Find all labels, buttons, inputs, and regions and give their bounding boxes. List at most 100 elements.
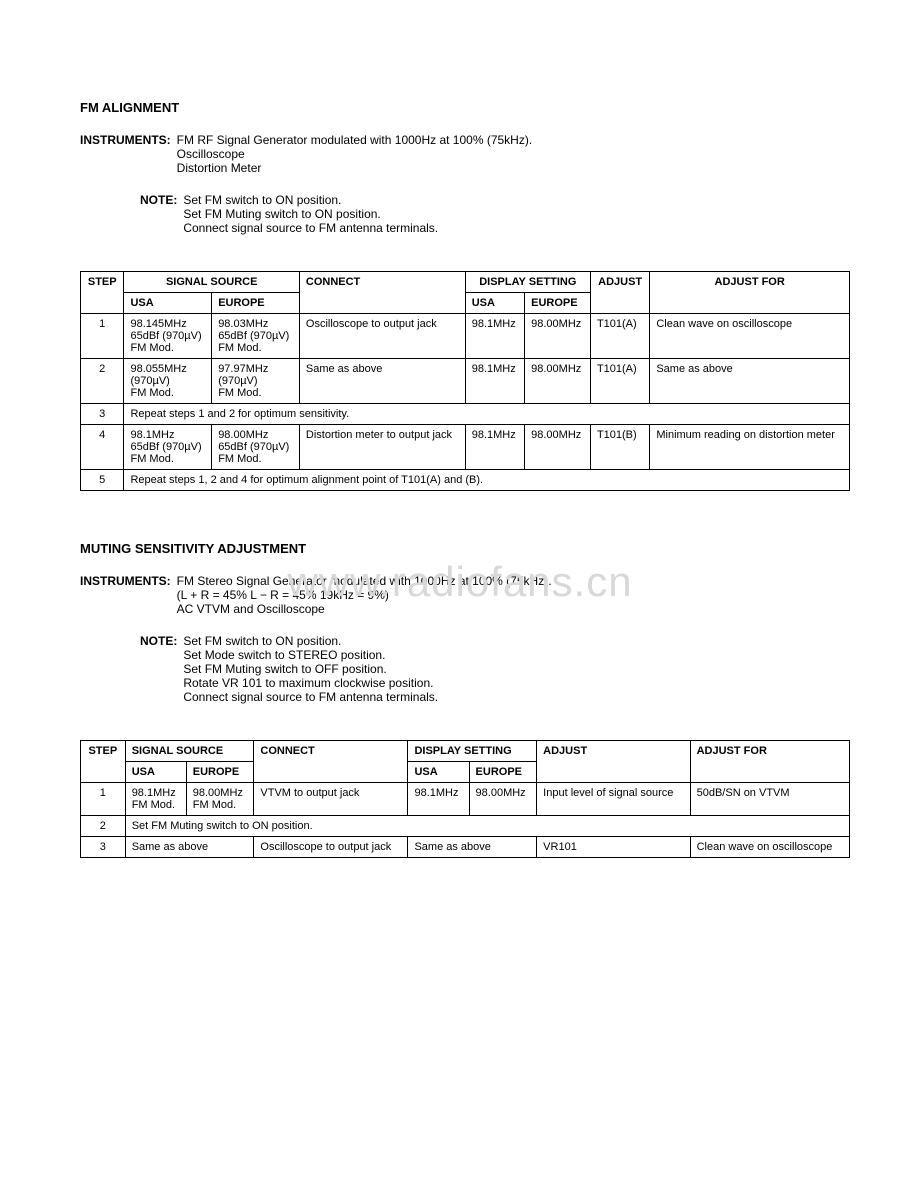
section2-title: MUTING SENSITIVITY ADJUSTMENT [80,541,850,556]
th-signal-source: SIGNAL SOURCE [125,741,254,762]
cell-step: 5 [81,470,124,491]
cell-step: 1 [81,314,124,359]
cell-usa: 98.1MHz65dBf (970µV)FM Mod. [124,425,212,470]
th-adjust: ADJUST [537,741,690,783]
section1-table: STEP SIGNAL SOURCE CONNECT DISPLAY SETTI… [80,271,850,491]
th-step: STEP [81,272,124,314]
th-connect: CONNECT [254,741,408,783]
table-header-row: STEP SIGNAL SOURCE CONNECT DISPLAY SETTI… [81,272,850,293]
cell-disp-span: Same as above [408,837,537,858]
cell-disp-eu: 98.00MHz [469,783,537,816]
cell-connect: Same as above [299,359,465,404]
table-row: 5 Repeat steps 1, 2 and 4 for optimum al… [81,470,850,491]
th-disp-europe: EUROPE [469,762,537,783]
cell-connect: Distortion meter to output jack [299,425,465,470]
cell-connect: VTVM to output jack [254,783,408,816]
cell-adjust: T101(B) [590,425,649,470]
instruments-label: INSTRUMENTS: [80,574,171,616]
table-row: 1 98.1MHzFM Mod. 98.00MHzFM Mod. VTVM to… [81,783,850,816]
instrument-line: FM RF Signal Generator modulated with 10… [177,133,533,147]
note-line: Connect signal source to FM antenna term… [183,690,438,704]
note-label: NOTE: [140,634,177,704]
cell-adjust-for: Same as above [650,359,850,404]
cell-adjust-for: 50dB/SN on VTVM [690,783,849,816]
cell-step: 4 [81,425,124,470]
table-row: 3 Same as above Oscilloscope to output j… [81,837,850,858]
cell-adjust: T101(A) [590,359,649,404]
section1-instruments: INSTRUMENTS: FM RF Signal Generator modu… [80,133,850,175]
note-label: NOTE: [140,193,177,235]
note-line: Set FM switch to ON position. [183,193,438,207]
section2-instruments: INSTRUMENTS: FM Stereo Signal Generator … [80,574,850,616]
cell-step: 3 [81,404,124,425]
note-line: Connect signal source to FM antenna term… [183,221,438,235]
cell-adjust: Input level of signal source [537,783,690,816]
cell-disp-usa: 98.1MHz [465,314,524,359]
note-line: Set FM Muting switch to ON position. [183,207,438,221]
th-disp-usa: USA [408,762,469,783]
section1-note: NOTE: Set FM switch to ON position. Set … [140,193,850,235]
th-signal-source: SIGNAL SOURCE [124,272,299,293]
cell-disp-usa: 98.1MHz [465,359,524,404]
instrument-line: FM Stereo Signal Generator modulated wit… [177,574,552,588]
cell-step: 2 [81,359,124,404]
note-line: Set Mode switch to STEREO position. [183,648,438,662]
table-row: 4 98.1MHz65dBf (970µV)FM Mod. 98.00MHz65… [81,425,850,470]
section2-table: STEP SIGNAL SOURCE CONNECT DISPLAY SETTI… [80,740,850,858]
cell-connect: Oscilloscope to output jack [299,314,465,359]
th-step: STEP [81,741,126,783]
th-disp-usa: USA [465,293,524,314]
cell-europe: 98.00MHz65dBf (970µV)FM Mod. [212,425,300,470]
cell-span: Repeat steps 1, 2 and 4 for optimum alig… [124,470,850,491]
cell-adjust-for: Clean wave on oscilloscope [650,314,850,359]
note-line: Set FM switch to ON position. [183,634,438,648]
cell-europe: 97.97MHz(970µV)FM Mod. [212,359,300,404]
th-display-setting: DISPLAY SETTING [465,272,590,293]
instrument-line: Oscilloscope [177,147,533,161]
section1-title: FM ALIGNMENT [80,100,850,115]
cell-disp-usa: 98.1MHz [408,783,469,816]
cell-europe: 98.03MHz65dBf (970µV)FM Mod. [212,314,300,359]
cell-disp-eu: 98.00MHz [525,314,591,359]
th-adjust-for: ADJUST FOR [650,272,850,314]
instrument-line: AC VTVM and Oscilloscope [177,602,552,616]
cell-step: 2 [81,816,126,837]
table-header-row: STEP SIGNAL SOURCE CONNECT DISPLAY SETTI… [81,741,850,762]
th-adjust: ADJUST [590,272,649,314]
th-usa: USA [125,762,186,783]
cell-disp-eu: 98.00MHz [525,425,591,470]
th-connect: CONNECT [299,272,465,314]
cell-disp-eu: 98.00MHz [525,359,591,404]
cell-adjust: T101(A) [590,314,649,359]
table-row: 3 Repeat steps 1 and 2 for optimum sensi… [81,404,850,425]
th-europe: EUROPE [212,293,300,314]
th-europe: EUROPE [186,762,254,783]
instrument-line: Distortion Meter [177,161,533,175]
cell-usa: 98.145MHz65dBf (970µV)FM Mod. [124,314,212,359]
cell-usa: 98.055MHz(970µV)FM Mod. [124,359,212,404]
th-display-setting: DISPLAY SETTING [408,741,537,762]
cell-usa: 98.1MHzFM Mod. [125,783,186,816]
table-row: 2 98.055MHz(970µV)FM Mod. 97.97MHz(970µV… [81,359,850,404]
cell-usa-span: Same as above [125,837,254,858]
instrument-line: (L + R = 45% L − R = 45% 19kHz = 9%) [177,588,552,602]
th-adjust-for: ADJUST FOR [690,741,849,783]
cell-step: 1 [81,783,126,816]
th-disp-europe: EUROPE [525,293,591,314]
cell-adjust-for: Minimum reading on distortion meter [650,425,850,470]
cell-adjust: VR101 [537,837,690,858]
table-row: 2 Set FM Muting switch to ON position. [81,816,850,837]
note-line: Set FM Muting switch to OFF position. [183,662,438,676]
cell-span: Set FM Muting switch to ON position. [125,816,849,837]
section2-note: NOTE: Set FM switch to ON position. Set … [140,634,850,704]
cell-europe: 98.00MHzFM Mod. [186,783,254,816]
cell-disp-usa: 98.1MHz [465,425,524,470]
cell-span: Repeat steps 1 and 2 for optimum sensiti… [124,404,850,425]
cell-adjust-for: Clean wave on oscilloscope [690,837,849,858]
instruments-label: INSTRUMENTS: [80,133,171,175]
table-row: 1 98.145MHz65dBf (970µV)FM Mod. 98.03MHz… [81,314,850,359]
th-usa: USA [124,293,212,314]
cell-step: 3 [81,837,126,858]
cell-connect: Oscilloscope to output jack [254,837,408,858]
note-line: Rotate VR 101 to maximum clockwise posit… [183,676,438,690]
